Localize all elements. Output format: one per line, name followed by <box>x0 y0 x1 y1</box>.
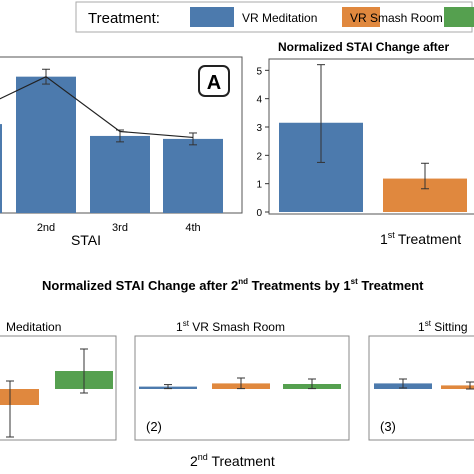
panel-b: Normalized STAI Change after 0 1 2 3 4 5 1st T… <box>256 40 474 247</box>
panel-b-ytick-label: 4 <box>256 95 262 106</box>
panel-a-tick-4th: 4th <box>185 222 200 234</box>
bottom-xlabel: 2nd Treatment <box>190 452 275 469</box>
panel-c1-frame <box>0 335 117 441</box>
panel-c2-label: (2) <box>146 419 162 434</box>
panel-c3: 1st Sitting (3) <box>368 319 474 441</box>
panel-b-ytick-label: 5 <box>256 66 262 77</box>
panel-a-bar-1st <box>0 124 2 213</box>
panel-c2: 1st VR Smash Room (2) <box>134 319 350 441</box>
panel-c1: Meditation <box>0 320 117 441</box>
panel-a-badge-box <box>198 65 230 97</box>
panel-a-bar-2nd <box>16 76 76 213</box>
panel-a-bar-3rd <box>90 135 150 213</box>
panel-c2-title: 1st VR Smash Room <box>176 319 285 334</box>
panel-b-ytick-label: 2 <box>256 151 262 162</box>
bottom-title: Normalized STAI Change after 2nd Treatme… <box>42 277 424 293</box>
legend-label-smash: VR Smash Room <box>350 11 443 25</box>
panel-c3-title: 1st Sitting <box>418 319 468 334</box>
panel-a-trend-line <box>0 75 194 139</box>
panelC3-bars-bar-1 <box>441 385 474 389</box>
legend-swatch-meditation <box>190 7 234 27</box>
panel-c3-label: (3) <box>380 419 396 434</box>
legend-frame <box>75 1 473 33</box>
panel-c2-frame <box>134 335 350 441</box>
panel-a-tick-2nd: 2nd <box>37 222 55 234</box>
panel-a-xlabel: STAI <box>71 232 101 248</box>
panel-b-ytick-label: 0 <box>256 208 262 219</box>
panel-a-bar-4th <box>163 138 223 213</box>
panel-b-ytick-label: 3 <box>256 123 262 134</box>
panel-c1-title: Meditation <box>6 320 61 334</box>
panel-b-ytick-label: 1 <box>256 180 262 191</box>
panel-b-frame <box>268 58 474 215</box>
legend-swatch-smash <box>342 7 380 27</box>
panel-a-badge: A <box>207 72 221 94</box>
panel-a: A 2nd 3rd 4th STAI <box>0 56 243 248</box>
panel-a-tick-3rd: 3rd <box>112 222 128 234</box>
panel-c3-frame <box>368 335 474 441</box>
panel-b-title: Normalized STAI Change after <box>278 40 449 54</box>
legend-title: Treatment: <box>88 10 160 27</box>
legend: Treatment: VR Meditation VR Smash Room <box>75 1 474 33</box>
legend-label-meditation: VR Meditation <box>242 11 317 25</box>
legend-swatch-sitting <box>444 7 474 27</box>
panelC1-bars-bar-0 <box>0 389 39 405</box>
panel-b-xlabel: 1st Treatment <box>380 230 461 247</box>
